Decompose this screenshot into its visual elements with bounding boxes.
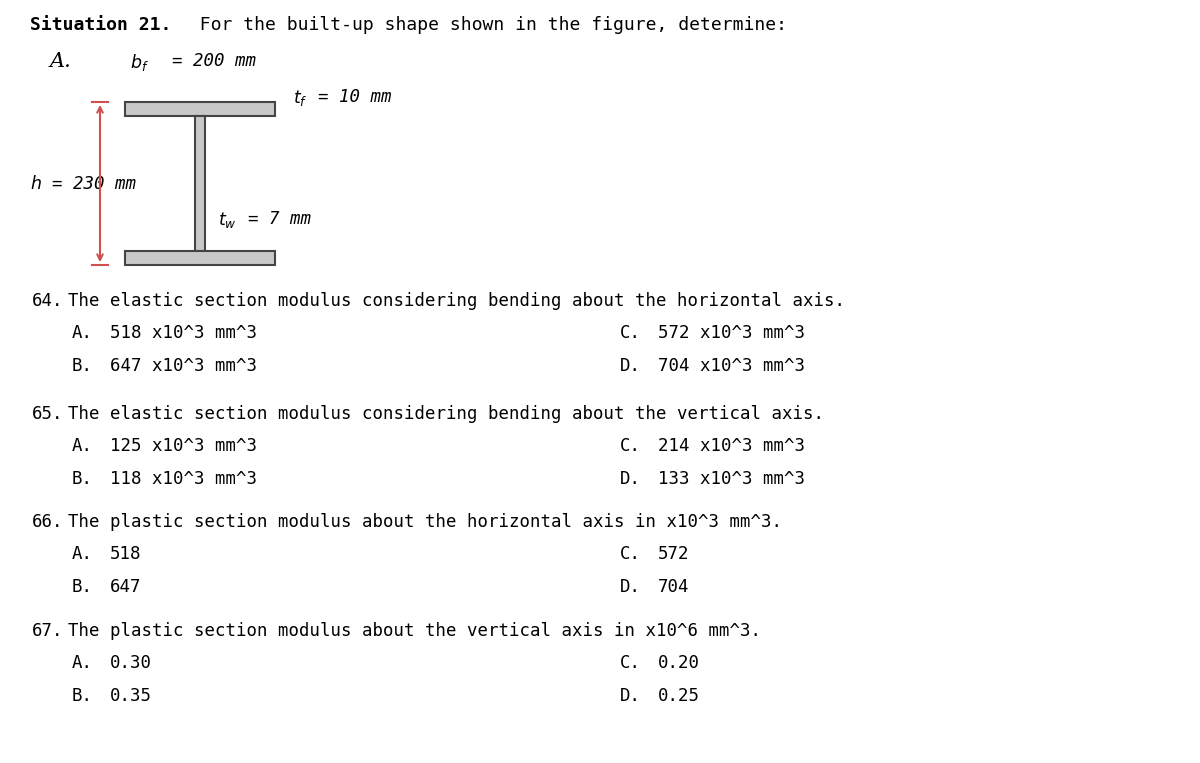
- Text: A.: A.: [72, 324, 94, 342]
- Text: 704: 704: [658, 578, 690, 596]
- Text: = 7 mm: = 7 mm: [248, 210, 311, 228]
- Text: B.: B.: [72, 470, 94, 488]
- Text: The elastic section modulus considering bending about the horizontal axis.: The elastic section modulus considering …: [68, 292, 845, 310]
- Text: The plastic section modulus about the vertical axis in x10^6 mm^3.: The plastic section modulus about the ve…: [68, 622, 761, 640]
- Text: 647: 647: [110, 578, 142, 596]
- Text: 0.20: 0.20: [658, 654, 700, 672]
- Bar: [194, 116, 205, 251]
- Text: 518: 518: [110, 545, 142, 563]
- Text: $h$: $h$: [30, 175, 42, 193]
- Text: C.: C.: [620, 654, 641, 672]
- Text: 214 x10^3 mm^3: 214 x10^3 mm^3: [658, 437, 805, 455]
- Text: 118 x10^3 mm^3: 118 x10^3 mm^3: [110, 470, 257, 488]
- Text: 518 x10^3 mm^3: 518 x10^3 mm^3: [110, 324, 257, 342]
- Text: C.: C.: [620, 324, 641, 342]
- Text: $t_w$: $t_w$: [218, 210, 236, 230]
- Text: The elastic section modulus considering bending about the vertical axis.: The elastic section modulus considering …: [68, 405, 824, 423]
- Text: D.: D.: [620, 687, 641, 705]
- Text: C.: C.: [620, 545, 641, 563]
- Text: B.: B.: [72, 578, 94, 596]
- Text: 647 x10^3 mm^3: 647 x10^3 mm^3: [110, 357, 257, 375]
- Text: A.: A.: [72, 654, 94, 672]
- Text: $b_f$: $b_f$: [130, 52, 149, 73]
- Text: B.: B.: [72, 687, 94, 705]
- Text: 133 x10^3 mm^3: 133 x10^3 mm^3: [658, 470, 805, 488]
- Text: 66.: 66.: [32, 513, 64, 531]
- Text: 572 x10^3 mm^3: 572 x10^3 mm^3: [658, 324, 805, 342]
- Text: = 200 mm: = 200 mm: [172, 52, 256, 70]
- Text: D.: D.: [620, 357, 641, 375]
- Text: 704 x10^3 mm^3: 704 x10^3 mm^3: [658, 357, 805, 375]
- Text: $t_f$: $t_f$: [293, 88, 307, 108]
- Text: 0.35: 0.35: [110, 687, 152, 705]
- Text: 65.: 65.: [32, 405, 64, 423]
- Text: D.: D.: [620, 578, 641, 596]
- Text: A.: A.: [72, 545, 94, 563]
- Text: 0.30: 0.30: [110, 654, 152, 672]
- Text: = 10 mm: = 10 mm: [318, 88, 391, 106]
- Text: 572: 572: [658, 545, 690, 563]
- Text: A.: A.: [50, 52, 72, 71]
- Text: B.: B.: [72, 357, 94, 375]
- Text: 67.: 67.: [32, 622, 64, 640]
- Text: For the built-up shape shown in the figure, determine:: For the built-up shape shown in the figu…: [178, 16, 787, 34]
- Text: D.: D.: [620, 470, 641, 488]
- Text: 125 x10^3 mm^3: 125 x10^3 mm^3: [110, 437, 257, 455]
- Text: The plastic section modulus about the horizontal axis in x10^3 mm^3.: The plastic section modulus about the ho…: [68, 513, 782, 531]
- Bar: [125, 251, 275, 265]
- Text: = 230 mm: = 230 mm: [52, 175, 136, 193]
- Text: Situation 21.: Situation 21.: [30, 16, 172, 34]
- Bar: [125, 102, 275, 116]
- Text: 0.25: 0.25: [658, 687, 700, 705]
- Text: A.: A.: [72, 437, 94, 455]
- Text: 64.: 64.: [32, 292, 64, 310]
- Text: C.: C.: [620, 437, 641, 455]
